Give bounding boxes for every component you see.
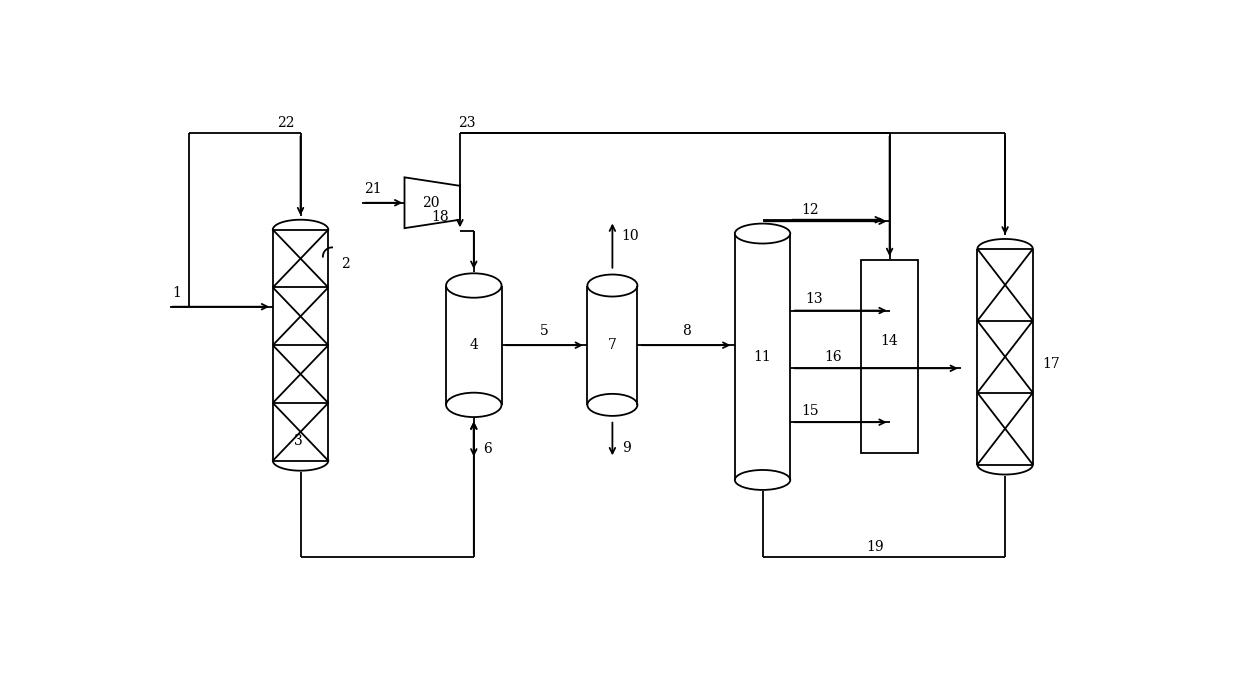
Text: 14: 14 — [880, 334, 899, 348]
Text: 11: 11 — [754, 350, 771, 363]
Text: 13: 13 — [805, 292, 822, 306]
Text: 6: 6 — [484, 443, 492, 457]
Text: 7: 7 — [608, 338, 616, 352]
Text: 5: 5 — [541, 325, 549, 338]
Text: 17: 17 — [1042, 357, 1060, 371]
Text: 9: 9 — [621, 441, 630, 455]
Text: 18: 18 — [432, 210, 449, 224]
Text: 2: 2 — [341, 257, 350, 271]
Text: 22: 22 — [278, 117, 295, 131]
Text: 8: 8 — [682, 325, 691, 338]
Text: 15: 15 — [801, 404, 818, 418]
Text: 16: 16 — [825, 350, 842, 363]
Text: 23: 23 — [459, 117, 476, 131]
Bar — [861, 261, 919, 453]
Text: 10: 10 — [621, 229, 640, 243]
Text: 4: 4 — [470, 338, 479, 352]
Text: 21: 21 — [365, 182, 382, 196]
Text: 3: 3 — [294, 434, 303, 448]
Text: 20: 20 — [422, 196, 439, 210]
Text: 1: 1 — [172, 286, 181, 300]
Text: 19: 19 — [867, 540, 884, 554]
Text: 12: 12 — [801, 203, 818, 217]
